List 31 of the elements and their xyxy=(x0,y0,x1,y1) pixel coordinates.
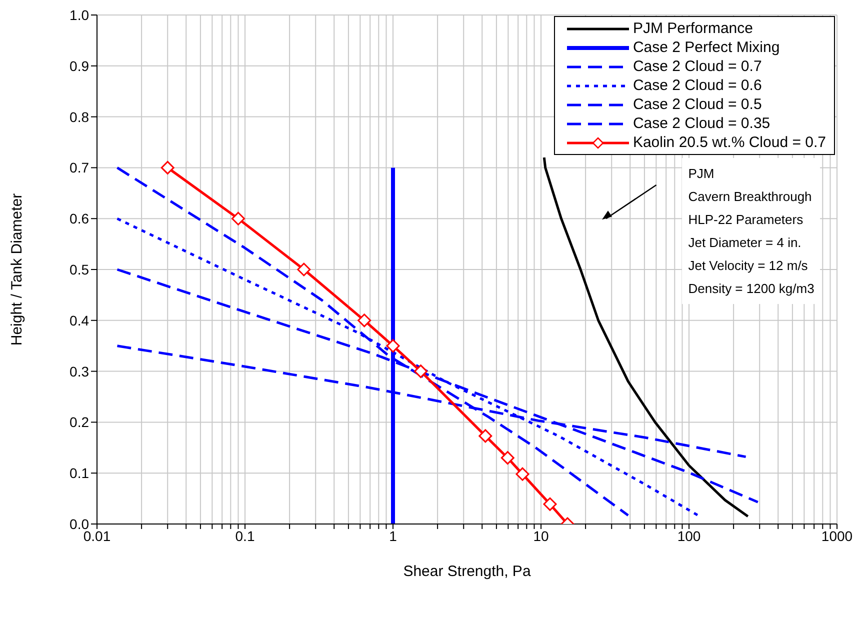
legend-label: Case 2 Cloud = 0.7 xyxy=(632,58,762,75)
annotation: Density = 1200 kg/m3 xyxy=(688,280,814,298)
y-tick-label: 0.3 xyxy=(70,363,90,380)
legend-label: Case 2 Cloud = 0.6 xyxy=(632,77,762,94)
annotation: PJM xyxy=(688,164,716,183)
y-tick-label: 0.0 xyxy=(70,516,90,532)
y-tick-label: 0.9 xyxy=(70,58,90,74)
y-tick-label: 0.8 xyxy=(70,108,90,125)
y-tick-label: 0.6 xyxy=(70,210,90,227)
x-tick-label: 0.1 xyxy=(235,528,255,544)
x-tick-label: 1000 xyxy=(821,528,853,544)
legend-label: Case 2 Cloud = 0.5 xyxy=(632,96,762,113)
annotation: Cavern Breakthrough xyxy=(688,188,813,206)
y-tick-label: 0.1 xyxy=(70,465,90,482)
annotation: Jet Diameter = 4 in. xyxy=(688,234,802,252)
x-tick-label: 1 xyxy=(389,528,398,544)
y-tick-label: 1.0 xyxy=(70,6,90,23)
annotation: Jet Velocity = 12 m/s xyxy=(688,256,809,275)
legend-label: PJM Performance xyxy=(632,20,753,37)
x-tick-label: 10 xyxy=(533,528,549,544)
y-tick-label: 0.7 xyxy=(70,160,90,176)
y-tick-label: 0.2 xyxy=(70,414,90,430)
annotation: HLP-22 Parameters xyxy=(688,210,804,229)
x-tick-label: 100 xyxy=(677,528,701,544)
legend-label: Case 2 Cloud = 0.35 xyxy=(632,115,770,132)
y-tick-label: 0.5 xyxy=(70,261,90,278)
y-axis-title: Height / Tank Diameter xyxy=(8,193,26,346)
y-tick-label: 0.4 xyxy=(70,312,90,328)
legend-label: Kaolin 20.5 wt.% Cloud = 0.7 xyxy=(632,134,826,151)
x-axis-title: Shear Strength, Pa xyxy=(403,563,532,580)
legend-label: Case 2 Perfect Mixing xyxy=(632,39,780,56)
